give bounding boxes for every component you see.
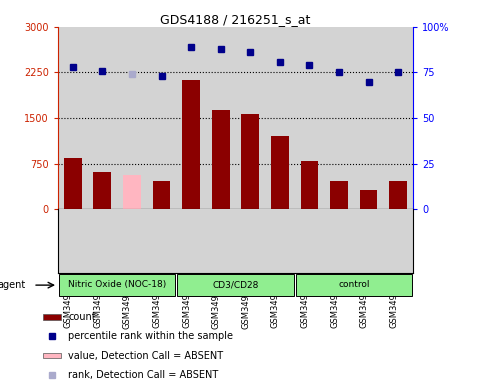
Text: rank, Detection Call = ABSENT: rank, Detection Call = ABSENT — [69, 370, 219, 380]
Text: agent: agent — [0, 280, 26, 290]
Bar — [330, 181, 348, 209]
Bar — [182, 80, 200, 209]
Bar — [242, 114, 259, 209]
Bar — [153, 181, 170, 209]
Bar — [94, 172, 111, 209]
Bar — [64, 157, 82, 209]
Bar — [59, 274, 175, 296]
Text: percentile rank within the sample: percentile rank within the sample — [69, 331, 233, 341]
Text: CD3/CD28: CD3/CD28 — [212, 280, 259, 289]
Bar — [123, 175, 141, 209]
Bar — [389, 181, 407, 209]
Bar — [300, 161, 318, 209]
Text: value, Detection Call = ABSENT: value, Detection Call = ABSENT — [69, 351, 224, 361]
Title: GDS4188 / 216251_s_at: GDS4188 / 216251_s_at — [160, 13, 311, 26]
Bar — [43, 314, 61, 320]
Bar — [177, 274, 294, 296]
Bar — [296, 274, 412, 296]
Bar — [360, 190, 378, 209]
Text: count: count — [69, 312, 96, 322]
Text: control: control — [338, 280, 369, 289]
Bar — [212, 109, 229, 209]
Bar — [43, 353, 61, 358]
Text: Nitric Oxide (NOC-18): Nitric Oxide (NOC-18) — [68, 280, 166, 289]
Bar — [271, 136, 289, 209]
